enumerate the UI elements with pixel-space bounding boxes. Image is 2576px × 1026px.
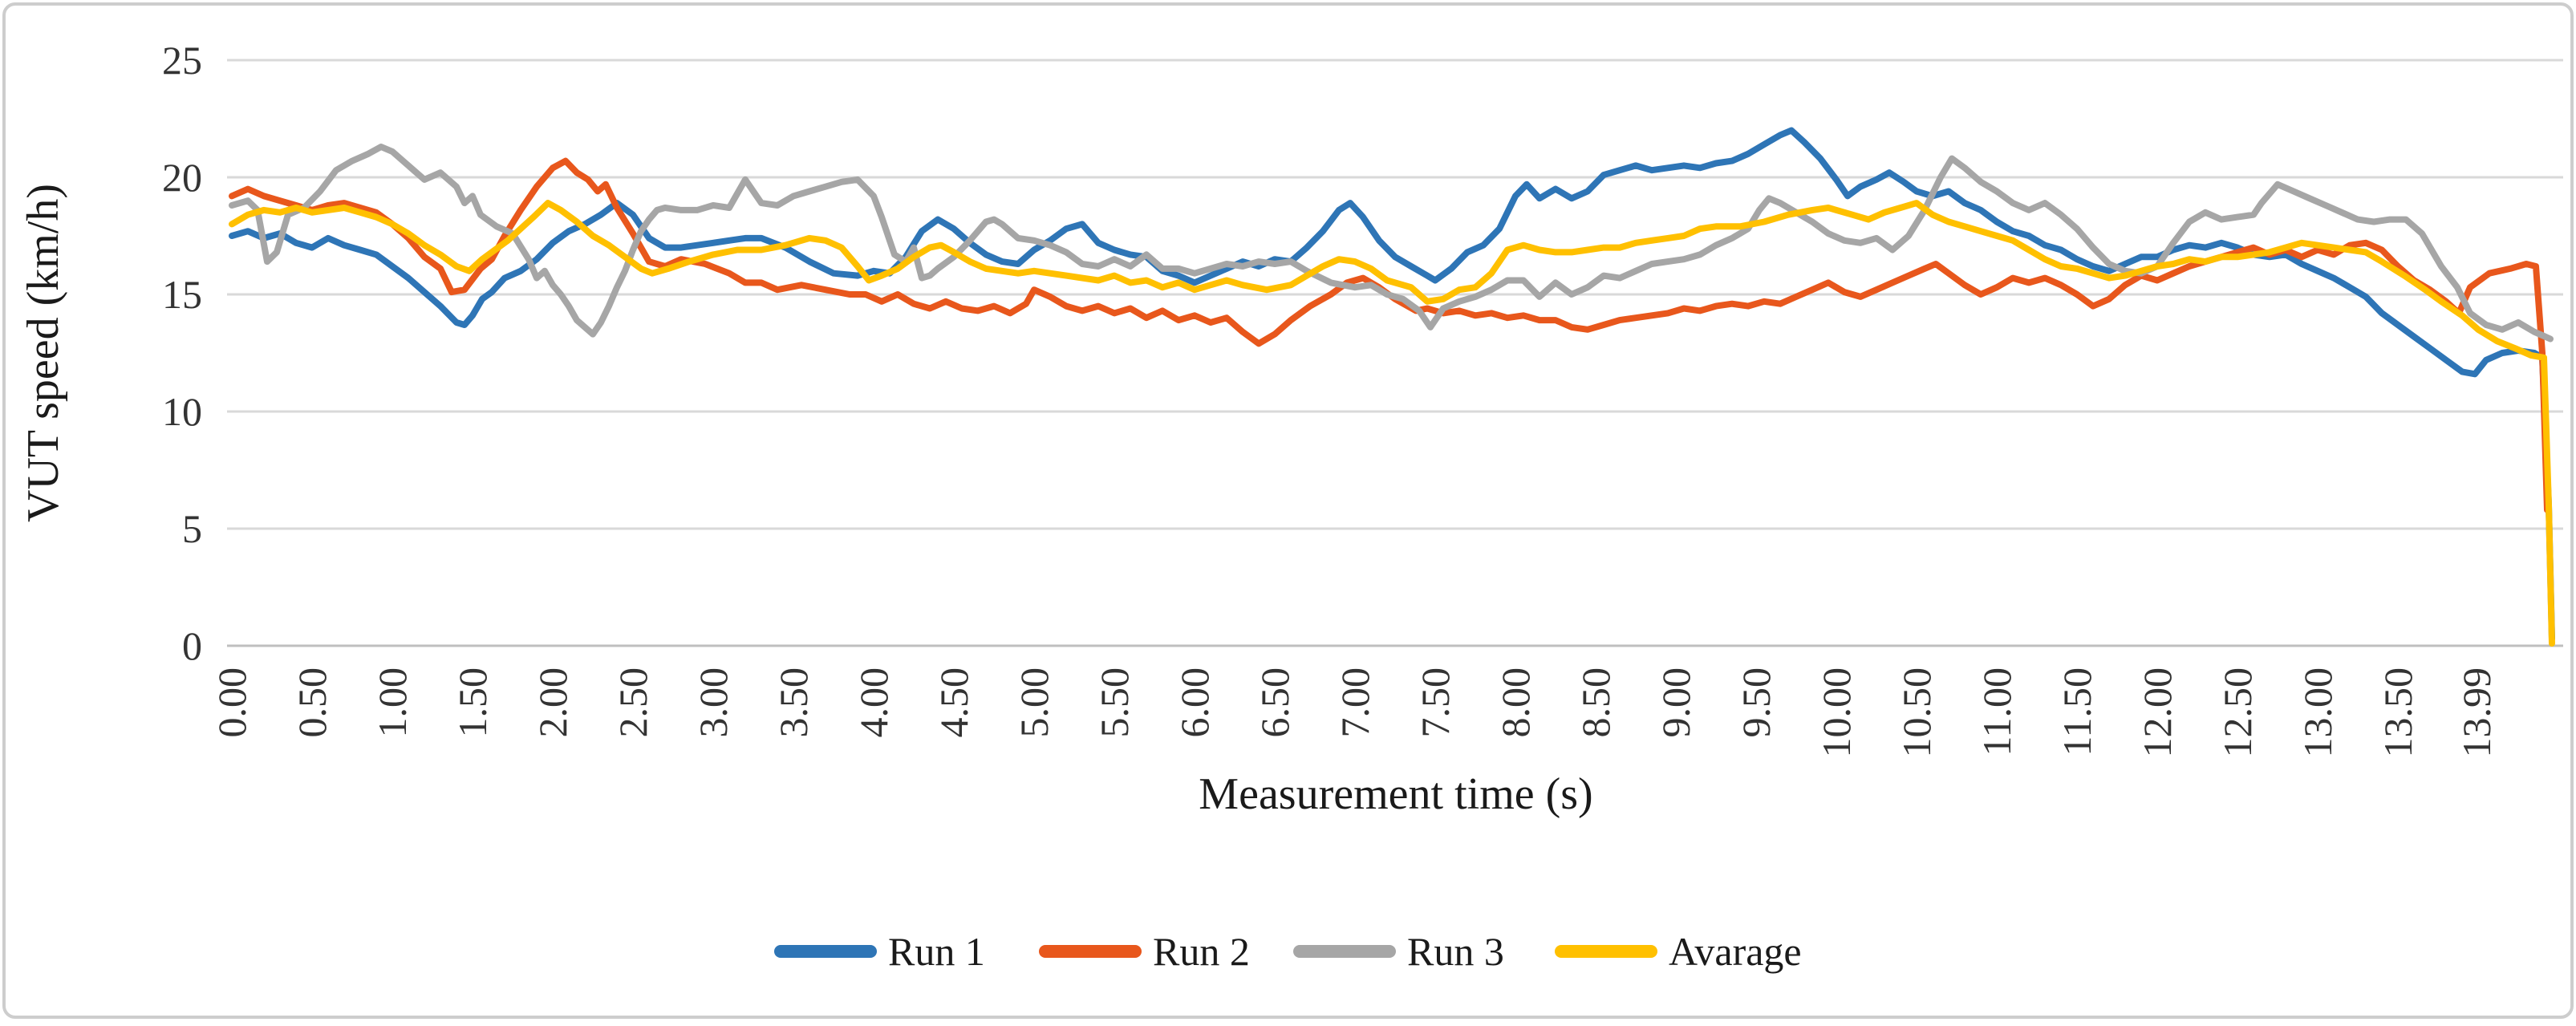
legend-item-run-1: Run 1 bbox=[774, 929, 985, 974]
x-tick-label: 7.00 bbox=[1333, 667, 1377, 738]
x-tick-label: 1.00 bbox=[370, 667, 415, 738]
series-run2 bbox=[229, 157, 2550, 513]
x-tick-label: 3.00 bbox=[691, 667, 736, 738]
x-tick-label: 11.00 bbox=[1974, 667, 2019, 756]
x-tick-label: 13.99 bbox=[2454, 667, 2499, 758]
x-tick-label: 4.50 bbox=[931, 667, 976, 738]
x-tick-label: 11.50 bbox=[2055, 667, 2099, 756]
x-axis-title: Measurement time (s) bbox=[1199, 769, 1592, 819]
y-tick-label: 10 bbox=[162, 389, 202, 434]
x-tick-label: 5.50 bbox=[1092, 667, 1137, 738]
series-run3 bbox=[229, 144, 2554, 343]
x-tick-label: 10.00 bbox=[1814, 667, 1859, 758]
x-tick-label: 8.00 bbox=[1493, 667, 1538, 738]
y-tick-label: 25 bbox=[162, 38, 202, 83]
legend-swatch bbox=[1555, 945, 1657, 958]
x-tick-label: 9.00 bbox=[1653, 667, 1698, 738]
series-avarage bbox=[229, 200, 2555, 647]
x-tick-label: 1.50 bbox=[450, 667, 495, 738]
x-tick-label: 12.00 bbox=[2135, 667, 2180, 758]
x-tick-label: 6.00 bbox=[1172, 667, 1217, 738]
y-tick-label: 15 bbox=[162, 272, 202, 317]
legend-item-run-2: Run 2 bbox=[1039, 929, 1250, 974]
legend-label: Avarage bbox=[1669, 929, 1802, 974]
x-tick-label: 5.00 bbox=[1012, 667, 1057, 738]
x-tick-label: 12.50 bbox=[2215, 667, 2260, 758]
x-tick-label: 8.50 bbox=[1573, 667, 1618, 738]
y-tick-label: 5 bbox=[182, 506, 202, 551]
x-tick-label: 0.00 bbox=[209, 667, 254, 738]
legend-swatch bbox=[774, 945, 877, 958]
legend-swatch bbox=[1039, 945, 1142, 958]
legend-swatch bbox=[1293, 945, 1396, 958]
series-run1 bbox=[229, 127, 2555, 643]
y-axis-title: VUT speed (km/h) bbox=[18, 184, 68, 522]
legend-label: Run 1 bbox=[888, 929, 985, 974]
legend-item-avarage: Avarage bbox=[1555, 929, 1802, 974]
x-tick-label: 13.00 bbox=[2295, 667, 2340, 758]
x-tick-label: 9.50 bbox=[1734, 667, 1779, 738]
x-tick-label: 6.50 bbox=[1252, 667, 1297, 738]
x-tick-label: 2.00 bbox=[530, 667, 575, 738]
x-tick-label: 2.50 bbox=[611, 667, 655, 738]
legend-label: Run 2 bbox=[1153, 929, 1250, 974]
legend-label: Run 3 bbox=[1407, 929, 1504, 974]
x-tick-label: 0.50 bbox=[290, 667, 335, 738]
legend-item-run-3: Run 3 bbox=[1293, 929, 1504, 974]
x-tick-label: 3.50 bbox=[771, 667, 816, 738]
x-tick-label: 7.50 bbox=[1413, 667, 1458, 738]
x-tick-label: 13.50 bbox=[2375, 667, 2420, 758]
y-tick-label: 20 bbox=[162, 155, 202, 200]
y-tick-label: 0 bbox=[182, 623, 202, 668]
x-tick-label: 10.50 bbox=[1894, 667, 1939, 758]
x-tick-label: 4.00 bbox=[851, 667, 896, 738]
